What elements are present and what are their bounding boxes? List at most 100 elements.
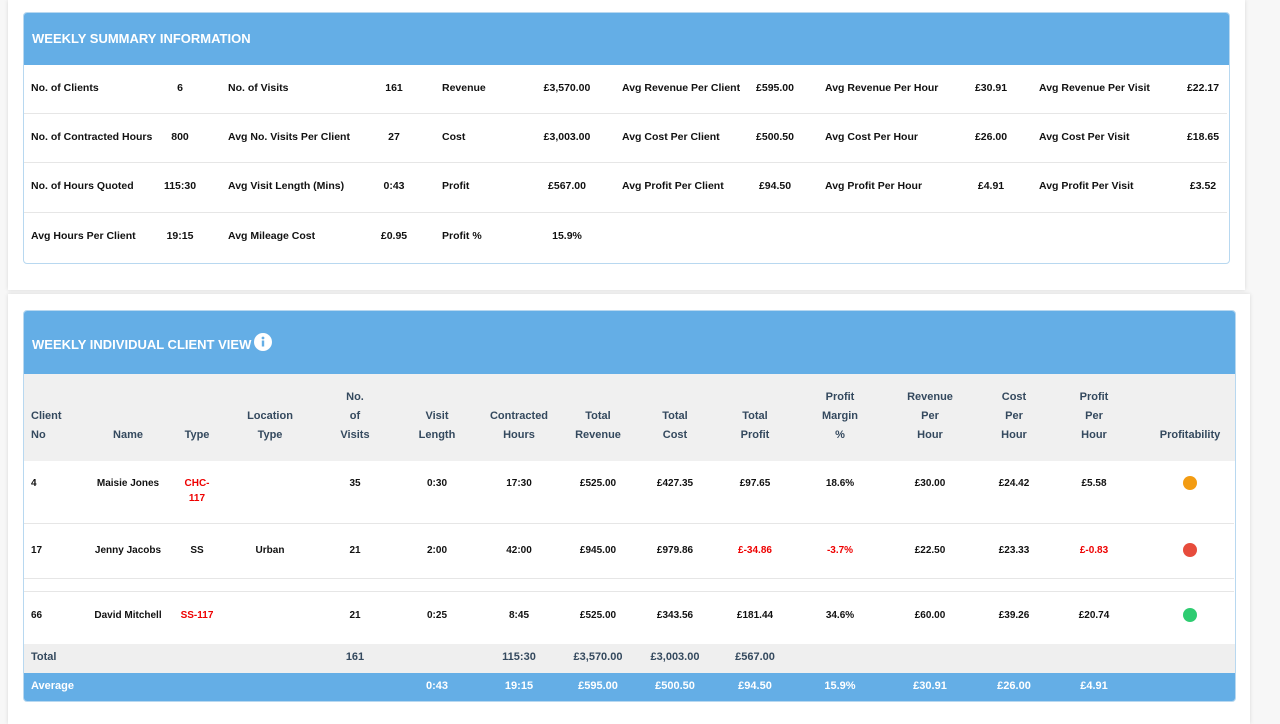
column-header: Hours — [503, 429, 535, 441]
summary-label: Avg Hours Per Client — [31, 230, 136, 242]
average-cell: 0:43 — [425, 680, 449, 692]
info-icon[interactable] — [253, 332, 273, 352]
column-header: Hour — [1081, 429, 1107, 441]
summary-value: 19:15 — [166, 230, 194, 242]
summary-label: Profit — [442, 180, 470, 192]
total-cell: 161 — [345, 651, 365, 663]
cell: £23.33 — [998, 545, 1030, 556]
average-cell: £94.50 — [738, 680, 772, 692]
column-header: No. — [346, 391, 364, 403]
cell: £97.65 — [739, 478, 771, 489]
average-row-bg — [24, 673, 1235, 701]
total-cell: Total — [31, 651, 57, 663]
cell: £945.00 — [579, 545, 617, 556]
total-cell: £567.00 — [735, 651, 775, 663]
column-header: Cost — [662, 429, 688, 441]
summary-label: No. of Visits — [228, 82, 289, 94]
cell: 42:00 — [506, 545, 532, 556]
summary-label: Avg Revenue Per Hour — [825, 82, 939, 94]
summary-value: 6 — [177, 82, 183, 94]
cell: £22.50 — [914, 545, 946, 556]
cell: 18.6% — [825, 478, 855, 489]
summary-value: 0:43 — [383, 180, 405, 192]
column-header: Per — [921, 410, 939, 422]
column-header: Profit — [1079, 391, 1109, 403]
summary-value: £3.52 — [1189, 180, 1217, 192]
cell: 2:00 — [426, 545, 447, 556]
cell: 4 — [31, 478, 37, 489]
total-cell: 115:30 — [502, 651, 536, 663]
cell: Maisie Jones — [96, 478, 160, 489]
summary-title: WEEKLY SUMMARY INFORMATION — [32, 31, 251, 46]
average-cell: 19:15 — [504, 680, 534, 692]
cell: SS — [190, 545, 204, 556]
column-header: Cost — [1001, 391, 1027, 403]
average-cell: Average — [31, 680, 75, 692]
profitability-indicator — [1183, 476, 1197, 490]
column-header: Revenue — [907, 391, 953, 403]
cell: -3.7% — [826, 545, 854, 556]
column-header: Visits — [340, 429, 370, 441]
profitability-indicator — [1183, 543, 1197, 557]
summary-label: Avg Visit Length (Mins) — [228, 180, 345, 192]
summary-value: £22.17 — [1186, 82, 1220, 94]
cell: 35 — [349, 478, 361, 489]
column-header: Profit — [825, 391, 855, 403]
profitability-indicator — [1183, 608, 1197, 622]
column-header: of — [349, 410, 361, 422]
cell: Urban — [255, 545, 285, 556]
column-header: Per — [1085, 410, 1103, 422]
summary-label: Avg Profit Per Client — [622, 180, 724, 192]
total-cell: £3,003.00 — [650, 651, 700, 663]
column-header: Type — [257, 429, 283, 441]
summary-value: 161 — [385, 82, 403, 94]
column-header: Type — [184, 429, 210, 441]
cell: 0:30 — [426, 478, 447, 489]
cell: 21 — [349, 610, 361, 621]
cell: 17 — [31, 545, 43, 556]
average-cell: £500.50 — [655, 680, 695, 692]
summary-label: Avg Revenue Per Visit — [1039, 82, 1150, 94]
summary-value: 115:30 — [163, 180, 197, 192]
cell: £-0.83 — [1079, 545, 1109, 556]
column-header: Name — [113, 429, 143, 441]
summary-value: £30.91 — [974, 82, 1008, 94]
summary-value: £500.50 — [756, 131, 794, 143]
total-row-bg — [24, 644, 1235, 673]
column-header: Total — [662, 410, 688, 422]
column-header: Total — [585, 410, 611, 422]
cell: 0:25 — [426, 610, 447, 621]
cell: £181.44 — [736, 610, 774, 621]
summary-value: £3,003.00 — [543, 131, 591, 143]
summary-value: 27 — [388, 131, 400, 143]
average-cell: 15.9% — [824, 680, 856, 692]
column-header: Profit — [740, 429, 770, 441]
summary-value: £18.65 — [1186, 131, 1220, 143]
summary-label: Avg Profit Per Visit — [1039, 180, 1134, 192]
cell: 17:30 — [506, 478, 532, 489]
summary-label: No. of Clients — [31, 82, 99, 94]
client-header: WEEKLY INDIVIDUAL CLIENT VIEW — [24, 311, 1235, 374]
summary-value: £0.95 — [380, 230, 408, 242]
cell: £525.00 — [579, 610, 617, 621]
row-separator — [24, 578, 1234, 579]
summary-value: 15.9% — [552, 230, 582, 242]
row-separator — [24, 113, 1227, 114]
column-header: Location — [247, 410, 293, 422]
row-separator — [24, 523, 1234, 524]
client-title: WEEKLY INDIVIDUAL CLIENT VIEW — [32, 337, 252, 352]
row-separator — [24, 212, 1227, 213]
summary-label: Avg Profit Per Hour — [825, 180, 923, 192]
summary-value: £4.91 — [977, 180, 1005, 192]
client-panel: WEEKLY INDIVIDUAL CLIENT VIEW — [23, 310, 1236, 702]
summary-label: Profit % — [442, 230, 482, 242]
column-header: Length — [418, 429, 456, 441]
row-separator — [24, 162, 1227, 163]
cell: £24.42 — [998, 478, 1030, 489]
summary-value: £595.00 — [756, 82, 794, 94]
cell: £30.00 — [914, 478, 946, 489]
summary-value: £3,570.00 — [543, 82, 591, 94]
column-header: No — [31, 429, 46, 441]
summary-label: Avg Revenue Per Client — [622, 82, 741, 94]
